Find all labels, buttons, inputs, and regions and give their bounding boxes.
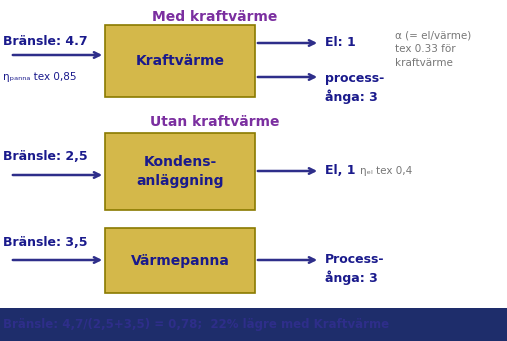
Text: Värmepanna: Värmepanna xyxy=(131,253,230,267)
Text: Kraftvärme: Kraftvärme xyxy=(135,54,225,68)
Text: ηₑₗ tex 0,4: ηₑₗ tex 0,4 xyxy=(360,166,412,176)
Text: Kondens-
anläggning: Kondens- anläggning xyxy=(136,155,224,188)
Text: Bränsle: 4.7: Bränsle: 4.7 xyxy=(3,35,88,48)
Text: Bränsle: 2,5: Bränsle: 2,5 xyxy=(3,150,88,163)
Bar xyxy=(105,133,255,210)
Text: ηₚₐₙₙₐ tex 0,85: ηₚₐₙₙₐ tex 0,85 xyxy=(3,72,77,82)
Bar xyxy=(0,308,507,341)
Text: Med kraftvärme: Med kraftvärme xyxy=(152,10,278,24)
Bar xyxy=(105,228,255,293)
Text: Utan kraftvärme: Utan kraftvärme xyxy=(150,115,280,129)
Text: El: 1: El: 1 xyxy=(325,36,356,49)
Text: Bränsle: 3,5: Bränsle: 3,5 xyxy=(3,236,88,249)
Bar xyxy=(105,25,255,97)
Text: process-
ånga: 3: process- ånga: 3 xyxy=(325,72,384,104)
Text: El, 1: El, 1 xyxy=(325,164,355,178)
Text: Bränsle: 4,7/(2,5+3,5) = 0,78;  22% lägre med Kraftvärme: Bränsle: 4,7/(2,5+3,5) = 0,78; 22% lägre… xyxy=(3,318,389,331)
Text: α (= el/värme)
tex 0.33 för
kraftvärme: α (= el/värme) tex 0.33 för kraftvärme xyxy=(395,30,471,68)
Text: Process-
ånga: 3: Process- ånga: 3 xyxy=(325,253,384,285)
